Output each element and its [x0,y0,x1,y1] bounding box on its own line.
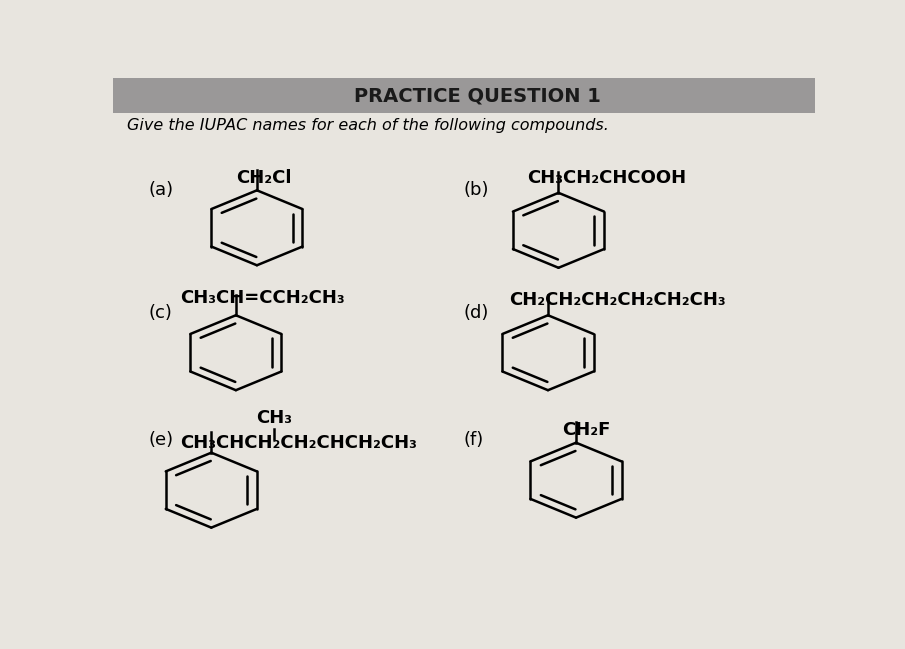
Text: Give the IUPAC names for each of the following compounds.: Give the IUPAC names for each of the fol… [127,118,609,133]
Text: CH₃: CH₃ [256,409,292,426]
Text: CH₂Cl: CH₂Cl [236,169,291,187]
Text: CH₂F: CH₂F [562,421,610,439]
Text: CH₂CH₂CH₂CH₂CH₂CH₃: CH₂CH₂CH₂CH₂CH₂CH₃ [510,291,726,310]
Text: PRACTICE QUESTION 1: PRACTICE QUESTION 1 [355,87,601,106]
Text: (a): (a) [148,181,174,199]
Text: (e): (e) [148,431,174,449]
FancyBboxPatch shape [113,78,814,113]
Text: (f): (f) [463,431,484,449]
Text: CH₃CH=CCH₂CH₃: CH₃CH=CCH₂CH₃ [180,289,345,307]
Text: CH₃CH₂CHCOOH: CH₃CH₂CHCOOH [527,169,686,187]
Text: (d): (d) [463,304,490,322]
Text: (c): (c) [148,304,172,322]
Text: (b): (b) [463,181,490,199]
Text: CH₃CHCH₂CH₂CHCH₂CH₃: CH₃CHCH₂CH₂CHCH₂CH₃ [180,434,416,452]
